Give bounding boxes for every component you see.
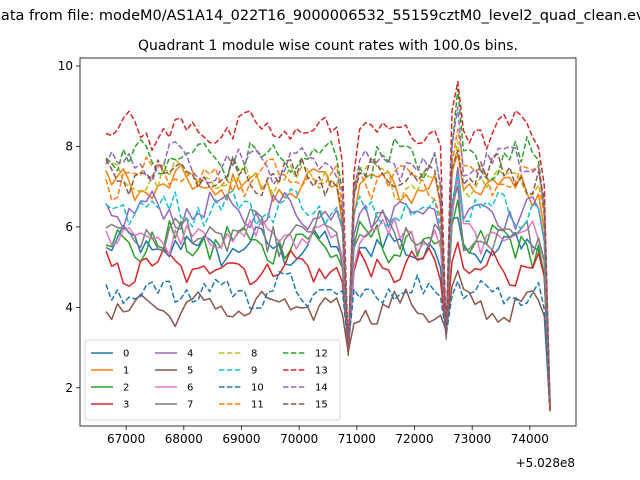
series-line-0 bbox=[105, 216, 551, 407]
series-line-4 bbox=[105, 166, 551, 401]
x-tick-label: 69000 bbox=[222, 432, 260, 446]
x-tick-label: 71000 bbox=[338, 432, 376, 446]
x-offset-label: +5.028e8 bbox=[516, 456, 575, 470]
series-layer bbox=[105, 80, 551, 412]
plot-frame bbox=[79, 57, 577, 427]
legend-label-10: 10 bbox=[251, 383, 264, 394]
legend-label-0: 0 bbox=[123, 349, 129, 360]
legend-label-8: 8 bbox=[251, 349, 257, 360]
series-line-12 bbox=[105, 88, 551, 411]
y-tick-label: 2 bbox=[65, 381, 73, 395]
legend-label-9: 9 bbox=[251, 366, 257, 377]
legend-label-1: 1 bbox=[123, 366, 129, 377]
legend-box bbox=[84, 339, 341, 421]
legend-label-5: 5 bbox=[187, 366, 193, 377]
y-tick-label: 10 bbox=[58, 59, 73, 73]
x-tick-label: 67000 bbox=[107, 432, 145, 446]
legend-label-3: 3 bbox=[123, 400, 129, 411]
legend-label-11: 11 bbox=[251, 400, 264, 411]
series-line-5 bbox=[105, 269, 551, 412]
y-tick-label: 4 bbox=[65, 300, 73, 314]
x-tick-label: 72000 bbox=[395, 432, 433, 446]
series-line-7 bbox=[105, 185, 551, 405]
figure-suptitle: Data from file: modeM0/AS1A14_022T16_900… bbox=[0, 8, 640, 24]
x-tick-label: 74000 bbox=[511, 432, 549, 446]
series-line-8 bbox=[105, 140, 551, 409]
legend-label-7: 7 bbox=[187, 400, 193, 411]
series-line-9 bbox=[105, 173, 551, 405]
series-line-3 bbox=[105, 241, 551, 402]
series-line-6 bbox=[105, 176, 551, 409]
legend-label-6: 6 bbox=[187, 383, 193, 394]
legend-label-15: 15 bbox=[315, 400, 328, 411]
legend-label-14: 14 bbox=[315, 383, 328, 394]
series-line-10 bbox=[105, 271, 551, 410]
series-line-11 bbox=[105, 128, 551, 408]
series-line-13 bbox=[105, 80, 551, 410]
legend-label-13: 13 bbox=[315, 366, 328, 377]
x-tick-label: 73000 bbox=[453, 432, 491, 446]
x-tick-label: 70000 bbox=[280, 432, 318, 446]
series-line-15 bbox=[105, 149, 551, 402]
ticks-layer: 67000 68000 69000 70000 71000 72000 73000 74000… bbox=[58, 59, 549, 446]
legend-label-4: 4 bbox=[187, 349, 193, 360]
legend-label-2: 2 bbox=[123, 383, 129, 394]
y-tick-label: 8 bbox=[65, 139, 73, 153]
chart-title: Quadrant 1 module wise count rates with … bbox=[138, 38, 518, 54]
legend-label-12: 12 bbox=[315, 349, 328, 360]
series-line-14 bbox=[105, 106, 551, 405]
x-tick-label: 68000 bbox=[165, 432, 203, 446]
y-tick-label: 6 bbox=[65, 220, 73, 234]
